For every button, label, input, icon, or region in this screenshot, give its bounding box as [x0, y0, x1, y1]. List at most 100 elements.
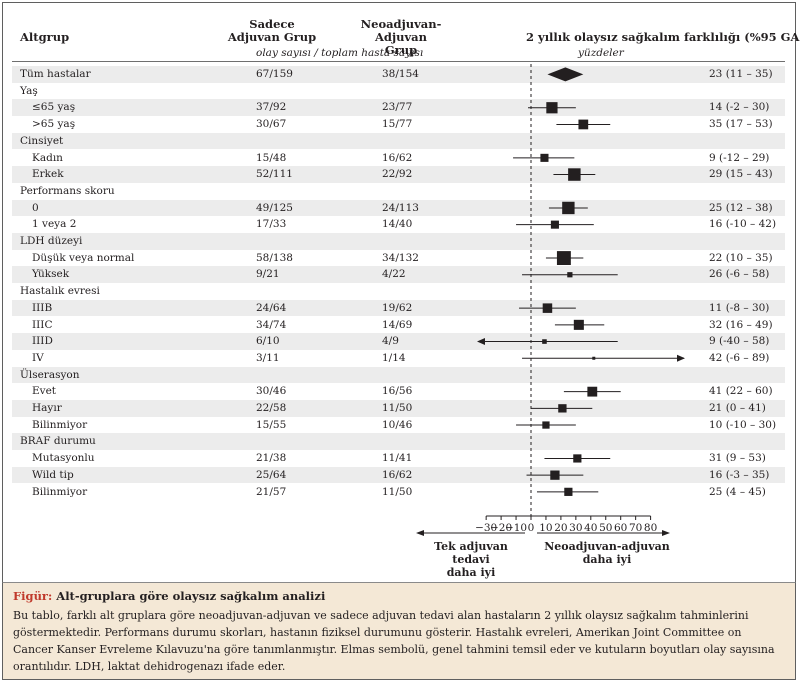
- estimate-box: [540, 153, 549, 162]
- ci-text: 25 (12 – 38): [709, 201, 773, 214]
- neoadjuvant-count: 23/77: [382, 101, 413, 114]
- effect-subtitle: yüzdeler: [578, 47, 624, 59]
- adjuvant-count: 21/57: [256, 485, 287, 498]
- ci-arrow-left: [477, 338, 485, 346]
- overall-diamond: [547, 67, 584, 82]
- adjuvant-count: 15/55: [256, 418, 287, 431]
- row-band: [12, 166, 785, 183]
- row-band: [12, 299, 785, 317]
- x-tick-label: 0: [528, 522, 535, 534]
- favors-left-arrowhead: [416, 530, 424, 536]
- favors-right-label: Neoadjuvan-adjuvan daha iyi: [544, 540, 670, 566]
- row-label: Hayır: [32, 402, 62, 414]
- caption-box: Figür: Alt-gruplara göre olaysız sağkalı…: [2, 582, 796, 680]
- x-tick-label: 10: [539, 522, 552, 534]
- ci-text: 16 (-3 – 35): [709, 468, 770, 481]
- neoadjuvant-count: 14/40: [382, 218, 413, 231]
- counts-subtitle: olay sayısı / toplam hasta sayısı: [256, 47, 424, 59]
- row-band: [12, 400, 785, 417]
- group-header: Performans skoru: [20, 184, 115, 197]
- adjuvant-count: 22/58: [256, 402, 287, 414]
- neoadjuvant-count: 4/9: [382, 335, 399, 348]
- adjuvant-count: 52/111: [256, 168, 293, 181]
- ci-text: 9 (-12 – 29): [709, 151, 770, 164]
- header-effect: 2 yıllık olaysız sağkalım farklılığı (%9…: [526, 30, 800, 44]
- estimate-box: [562, 201, 575, 215]
- neoadjuvant-count: 34/132: [382, 251, 419, 264]
- adjuvant-count: 67/159: [256, 68, 293, 80]
- row-label: Wild tip: [32, 468, 74, 481]
- neoadjuvant-count: 11/50: [382, 402, 413, 414]
- favors-right-arrowhead: [662, 530, 670, 536]
- neoadjuvant-count: 11/50: [382, 485, 413, 498]
- neoadjuvant-count: 19/62: [382, 301, 413, 314]
- row-label: IIIC: [32, 318, 53, 331]
- ci-text: 16 (-10 – 42): [709, 218, 777, 231]
- header-rule: [12, 61, 785, 62]
- ci-text: 41 (22 – 60): [709, 385, 773, 398]
- ci-text: 26 (-6 – 58): [709, 268, 770, 281]
- adjuvant-count: 3/11: [256, 351, 280, 364]
- estimate-box: [558, 404, 567, 413]
- x-tick-label: −20: [490, 522, 512, 534]
- adjuvant-count: 30/67: [256, 118, 287, 131]
- ci-text: 32 (16 – 49): [709, 318, 773, 331]
- estimate-box: [550, 220, 559, 229]
- x-tick-label: 30: [569, 522, 582, 534]
- adjuvant-count: 30/46: [256, 385, 287, 398]
- row-band: [12, 466, 785, 484]
- ci-text: 31 (9 – 53): [709, 452, 766, 465]
- neoadjuvant-count: 22/92: [382, 168, 413, 181]
- adjuvant-count: 15/48: [256, 151, 287, 164]
- row-band: [12, 333, 785, 350]
- estimate-box: [573, 454, 582, 463]
- estimate-box: [587, 386, 598, 397]
- group-header: BRAF durumu: [20, 435, 96, 448]
- estimate-box: [578, 119, 589, 130]
- adjuvant-count: 17/33: [256, 218, 287, 231]
- ci-text: 9 (-40 – 58): [709, 335, 770, 348]
- adjuvant-count: 24/64: [256, 301, 287, 314]
- row-label: IV: [32, 351, 44, 364]
- x-tick-label: 50: [599, 522, 612, 534]
- estimate-box: [567, 272, 573, 278]
- neoadjuvant-count: 1/14: [382, 351, 406, 364]
- header-subgroup: Altgrup: [20, 30, 70, 44]
- row-band: [12, 266, 785, 284]
- estimate-box: [592, 356, 596, 360]
- neoadjuvant-count: 15/77: [382, 118, 413, 131]
- ci-text: 21 (0 – 41): [709, 402, 766, 414]
- caption-title: Figür: Alt-gruplara göre olaysız sağkalı…: [13, 589, 325, 603]
- neoadjuvant-count: 16/56: [382, 385, 413, 398]
- adjuvant-count: 37/92: [256, 101, 287, 114]
- ci-text: 42 (-6 – 89): [709, 351, 770, 364]
- adjuvant-count: 21/38: [256, 452, 287, 465]
- ci-text: 23 (11 – 35): [709, 68, 773, 80]
- row-label: IIID: [32, 335, 53, 348]
- ci-text: 10 (-10 – 30): [709, 418, 777, 431]
- group-header: Ülserasyon: [20, 368, 80, 381]
- neoadjuvant-count: 16/62: [382, 468, 413, 481]
- caption-body: Bu tablo, farklı alt gruplara göre neoad…: [13, 609, 775, 673]
- row-band: [12, 366, 785, 384]
- row-label: Mutasyonlu: [32, 452, 95, 465]
- row-label: Bilinmiyor: [32, 418, 88, 431]
- ci-text: 25 (4 – 45): [709, 485, 766, 498]
- header-neoadjuvant-group: Neoadjuvan-Adjuvan Grup: [360, 17, 442, 57]
- adjuvant-count: 49/125: [256, 201, 293, 214]
- group-header: Yaş: [20, 84, 38, 97]
- row-band: [12, 66, 785, 83]
- x-tick-label: 70: [629, 522, 642, 534]
- ci-text: 29 (15 – 43): [709, 168, 773, 181]
- x-tick-label: −30: [475, 522, 497, 534]
- row-label: Kadın: [32, 151, 63, 164]
- row-label: Tüm hastalar: [20, 68, 91, 80]
- row-label: IIIB: [32, 301, 53, 314]
- x-tick-label: 60: [614, 522, 627, 534]
- neoadjuvant-count: 38/154: [382, 68, 419, 80]
- estimate-box: [550, 470, 560, 480]
- estimate-box: [542, 339, 547, 344]
- header-adjuvant-group: Sadece Adjuvan Grup: [227, 17, 317, 44]
- estimate-box: [573, 319, 584, 330]
